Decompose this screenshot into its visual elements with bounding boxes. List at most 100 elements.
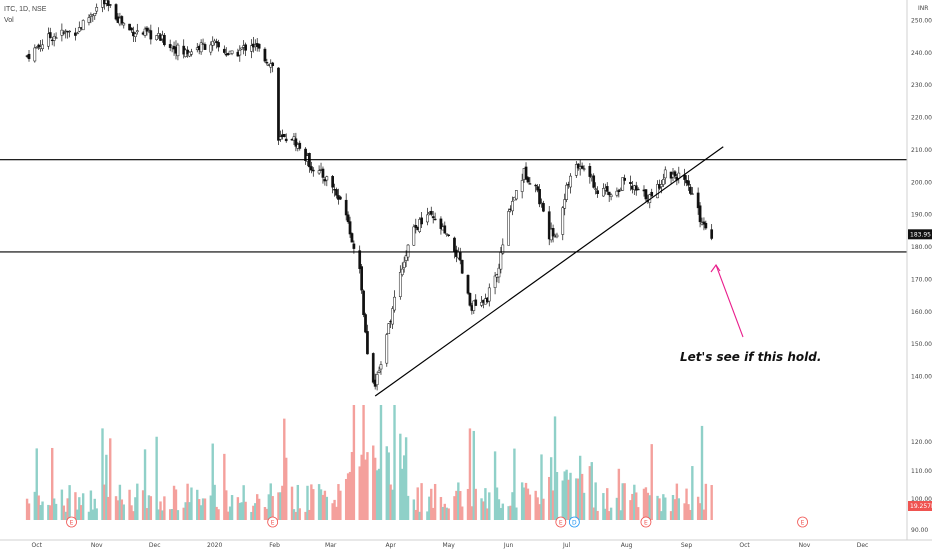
- volume-bar: [540, 454, 543, 520]
- candle-body: [284, 138, 288, 142]
- volume-bar: [590, 462, 593, 520]
- volume-bar: [385, 446, 388, 520]
- volume-bar: [279, 492, 282, 520]
- candle-body: [524, 166, 528, 180]
- candle-body: [634, 185, 638, 191]
- time-tick-label: 2020: [207, 542, 222, 549]
- candle-body: [244, 44, 247, 51]
- volume-bar: [528, 494, 532, 520]
- price-tick-label: 210.00: [911, 147, 932, 154]
- volume-bar: [172, 485, 176, 520]
- volume-label[interactable]: Vol: [4, 17, 14, 24]
- volume-bar: [548, 476, 551, 520]
- candle-body: [335, 189, 338, 196]
- volume-bar: [236, 497, 240, 520]
- volume-bar: [188, 502, 191, 520]
- candle-body: [203, 44, 207, 50]
- symbol-line[interactable]: ITC, 1D, NSE: [4, 6, 47, 13]
- candle-body: [439, 218, 443, 229]
- candle-body: [209, 44, 213, 53]
- volume-bar: [335, 506, 338, 520]
- annotation-layer[interactable]: Let's see if this hold.: [680, 264, 821, 364]
- volume-bar: [269, 483, 272, 520]
- volume-bar: [134, 497, 137, 520]
- candle-body: [304, 148, 307, 161]
- volume-bar: [52, 498, 56, 520]
- volume-bar: [199, 505, 203, 520]
- annotation-text[interactable]: Let's see if this hold.: [680, 350, 821, 364]
- candle-body: [499, 252, 503, 270]
- volume-bar: [107, 496, 110, 520]
- volume-bar: [669, 511, 673, 520]
- time-tick-label: May: [442, 542, 455, 549]
- drawn-lines[interactable]: [0, 146, 907, 397]
- candle-body: [54, 37, 58, 39]
- price-axis[interactable]: 250.00 240.00 230.00 220.00 210.00 200.00 190.…: [906, 0, 932, 540]
- event-marker[interactable]: [267, 516, 279, 528]
- volume-bar: [671, 495, 675, 520]
- candle-body: [74, 32, 77, 36]
- candle-body: [68, 30, 71, 33]
- candle-body: [605, 186, 609, 192]
- time-tick-label: Feb: [269, 542, 280, 549]
- volume-bar: [350, 452, 354, 520]
- volume-bar: [631, 493, 634, 520]
- volume-bar: [114, 496, 118, 520]
- volume-bar: [339, 490, 342, 520]
- volume-bar: [155, 436, 158, 520]
- candle-body: [458, 252, 462, 261]
- volume-bar: [569, 472, 572, 520]
- volume-bar: [542, 498, 545, 520]
- event-marker[interactable]: [568, 516, 580, 528]
- candle-body: [563, 199, 567, 209]
- volume-bar: [662, 494, 665, 520]
- volume-bar: [658, 498, 661, 520]
- volume-bar: [698, 503, 702, 520]
- volume-bar: [25, 498, 29, 520]
- volume-bar: [696, 496, 700, 520]
- volume-bar: [480, 498, 483, 520]
- candle-body: [661, 179, 665, 185]
- volume-bar: [577, 478, 580, 520]
- volume-bar: [675, 483, 679, 520]
- price-tick-label: 140.00: [911, 374, 932, 381]
- candle-body: [576, 163, 580, 169]
- volume-bar: [213, 484, 216, 520]
- candle-body: [487, 287, 491, 302]
- event-marker[interactable]: [797, 516, 808, 528]
- candle-body: [412, 226, 416, 246]
- chart-legend: ITC, 1D, NSE Vol: [4, 4, 46, 26]
- volume-bar: [497, 499, 501, 520]
- volume-bar: [35, 448, 38, 520]
- volume-bar: [33, 491, 37, 520]
- volume-bar: [507, 506, 510, 520]
- volume-bar: [509, 505, 512, 520]
- candle-body: [344, 199, 348, 216]
- event-marker[interactable]: [640, 516, 652, 528]
- volume-bar: [304, 511, 307, 520]
- volume-bar: [511, 492, 514, 520]
- volume-bar: [555, 472, 559, 520]
- volume-bar: [317, 484, 321, 520]
- trendline[interactable]: [374, 146, 724, 397]
- volume-bar: [677, 498, 680, 520]
- candle-body: [468, 293, 472, 306]
- volume-bar: [526, 488, 530, 520]
- event-marker[interactable]: [555, 516, 567, 528]
- annotation-arrow[interactable]: [715, 264, 744, 338]
- candle-body: [551, 228, 555, 237]
- volume-bar: [515, 507, 518, 520]
- volume-bar: [323, 490, 327, 520]
- price-tick-label: 190.00: [911, 212, 932, 219]
- volume-bar: [360, 454, 363, 520]
- candle-body: [574, 164, 578, 176]
- candle-body: [555, 234, 559, 238]
- volume-bar: [78, 497, 81, 520]
- volume-bar: [609, 507, 613, 520]
- time-axis[interactable]: Oct Nov Dec 2020 Feb Mar Apr May Jun Jul Aug Sep Oct…: [0, 539, 932, 549]
- volume-bar: [196, 489, 199, 520]
- time-tick-label: Dec: [149, 542, 161, 549]
- event-marker[interactable]: [66, 516, 77, 528]
